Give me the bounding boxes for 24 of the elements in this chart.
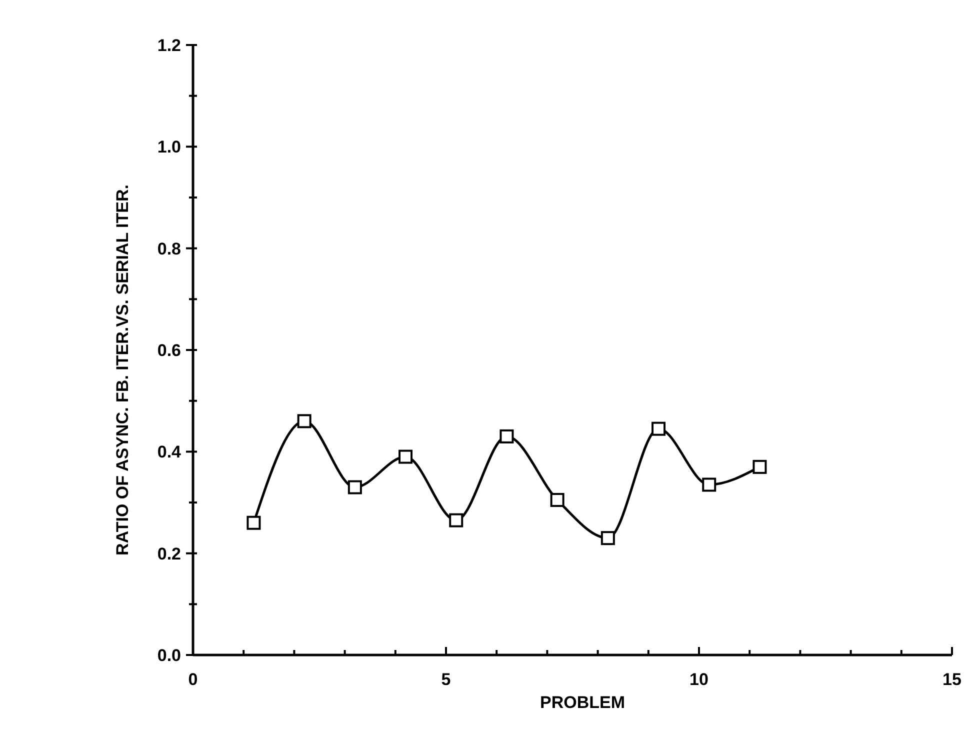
point xyxy=(600,531,615,546)
point xyxy=(500,429,514,444)
point xyxy=(246,516,261,530)
y-tick-label: 0.6 xyxy=(157,340,181,360)
x-tick-label: 0 xyxy=(188,670,198,689)
y-tick-label: 0.2 xyxy=(157,544,181,564)
x-tick-label: 5 xyxy=(441,670,451,689)
point xyxy=(348,480,362,494)
point xyxy=(752,460,767,474)
x-tick-label: 10 xyxy=(690,670,708,689)
point xyxy=(297,414,312,428)
x-axis-title: PROBLEM xyxy=(540,693,625,712)
y-tick-label: 1.2 xyxy=(157,36,181,55)
point xyxy=(550,492,564,507)
point xyxy=(702,478,716,492)
y-tick-label: 1.0 xyxy=(157,138,181,157)
point xyxy=(449,513,464,528)
point xyxy=(652,422,666,436)
y-tick-label: 0.0 xyxy=(157,646,181,665)
y-axis-title: RATIO OF ASYNC. FB. ITER.VS. SERIAL ITER. xyxy=(113,184,132,556)
y-tick-label: 0.8 xyxy=(157,239,181,258)
y-tick-label: 0.4 xyxy=(157,442,182,462)
x-tick-label: 15 xyxy=(942,670,962,689)
point xyxy=(398,450,413,464)
